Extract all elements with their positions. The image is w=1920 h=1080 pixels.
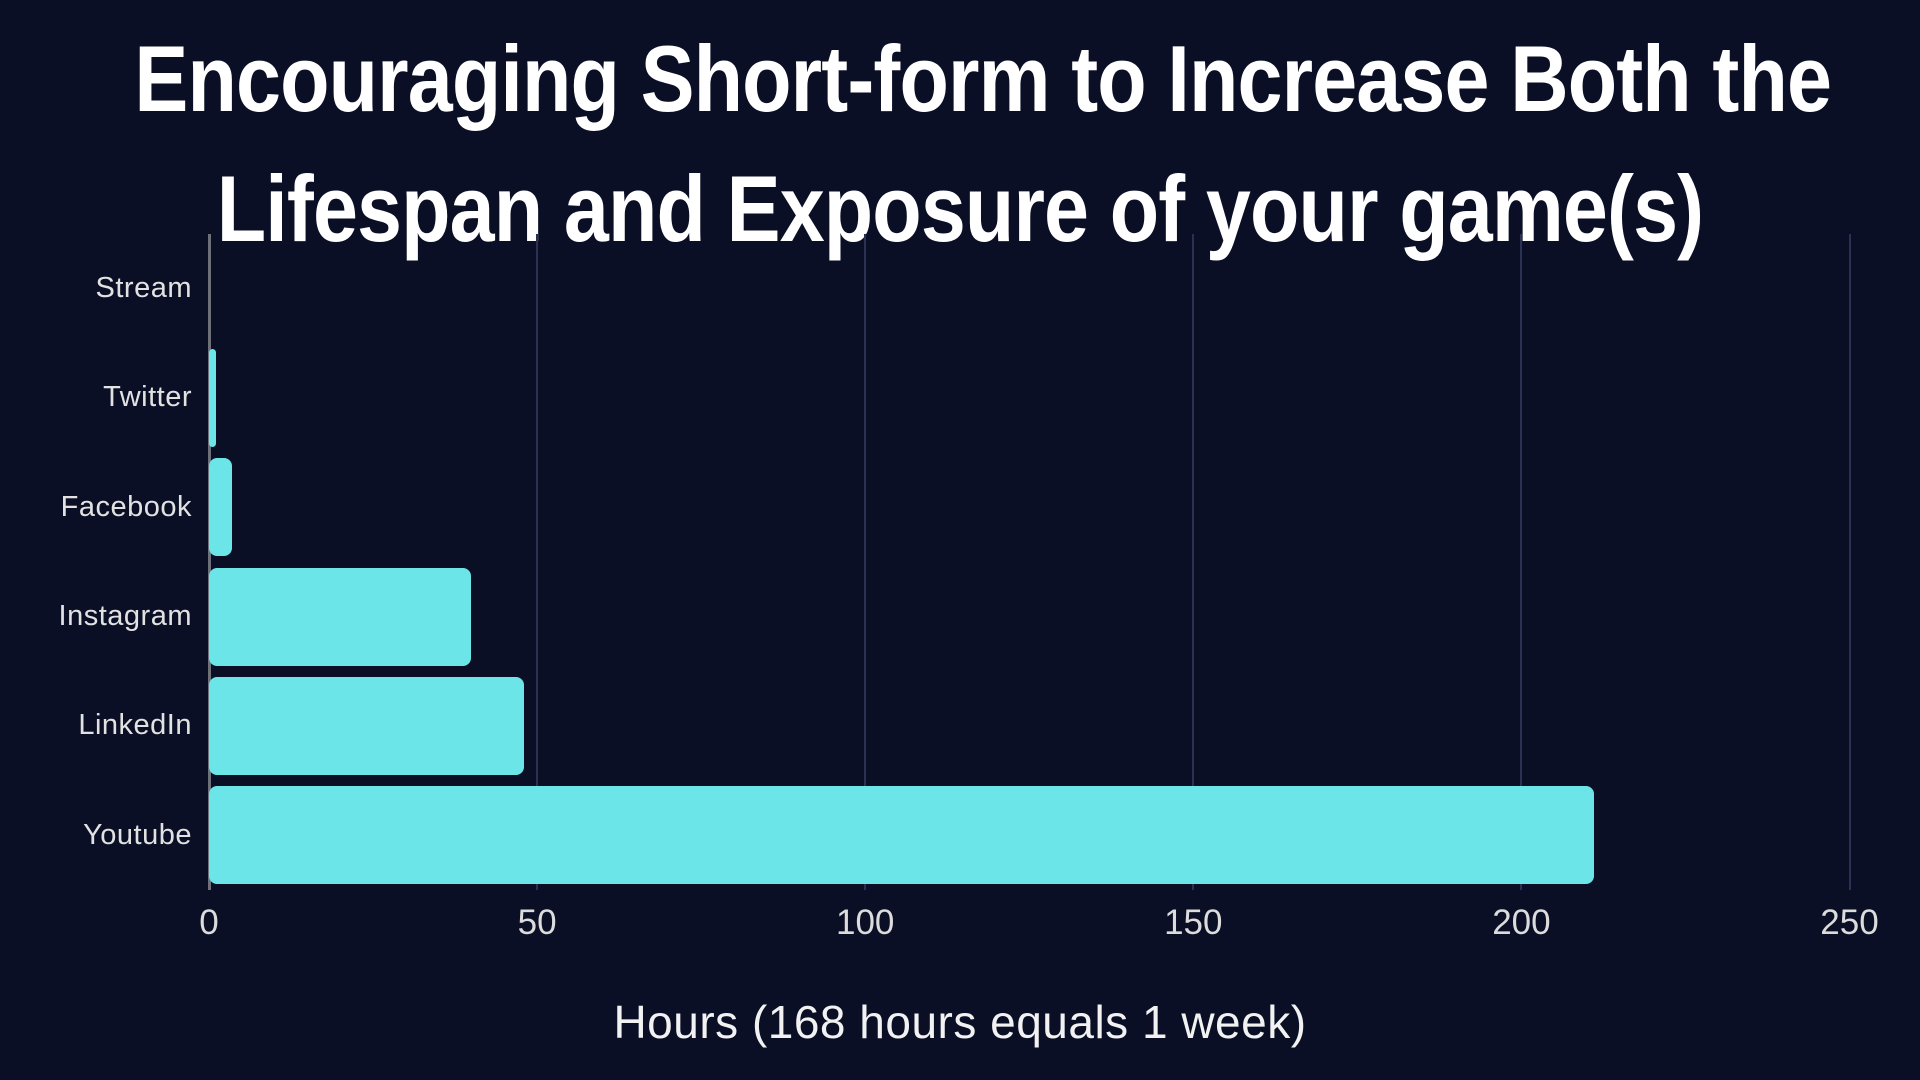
bar-twitter bbox=[209, 349, 216, 447]
chart-title: Encouraging Short-form to Increase Both … bbox=[134, 14, 1832, 274]
category-label-youtube: Youtube bbox=[83, 818, 192, 851]
x-tick-label-100: 100 bbox=[835, 903, 895, 942]
x-tick-label-50: 50 bbox=[517, 903, 557, 942]
chart-title-line2: Lifespan and Exposure of your game(s) bbox=[216, 156, 1704, 261]
x-axis-title: Hours (168 hours equals 1 week) bbox=[613, 996, 1307, 1048]
bar-instagram bbox=[209, 567, 472, 666]
gridline-150 bbox=[1192, 234, 1195, 890]
bar-youtube bbox=[209, 786, 1594, 885]
bar-linkedin bbox=[209, 677, 524, 775]
gridline-200 bbox=[1520, 234, 1523, 890]
plot-area bbox=[208, 234, 1851, 890]
category-label-facebook: Facebook bbox=[60, 490, 192, 523]
gridline-50 bbox=[536, 234, 539, 890]
x-tick-label-250: 250 bbox=[1820, 903, 1879, 942]
bar-facebook bbox=[209, 458, 232, 557]
category-label-stream: Stream bbox=[95, 272, 192, 305]
gridline-100 bbox=[864, 234, 867, 890]
x-tick-label-200: 200 bbox=[1492, 903, 1551, 942]
gridline-250 bbox=[1848, 234, 1851, 890]
category-label-linkedin: LinkedIn bbox=[78, 709, 192, 742]
chart-title-line1: Encouraging Short-form to Increase Both … bbox=[134, 26, 1832, 131]
category-label-twitter: Twitter bbox=[103, 381, 192, 414]
category-label-instagram: Instagram bbox=[58, 600, 192, 633]
x-tick-label-150: 150 bbox=[1164, 903, 1223, 942]
y-axis-line bbox=[208, 234, 211, 890]
x-tick-label-0: 0 bbox=[199, 903, 219, 942]
